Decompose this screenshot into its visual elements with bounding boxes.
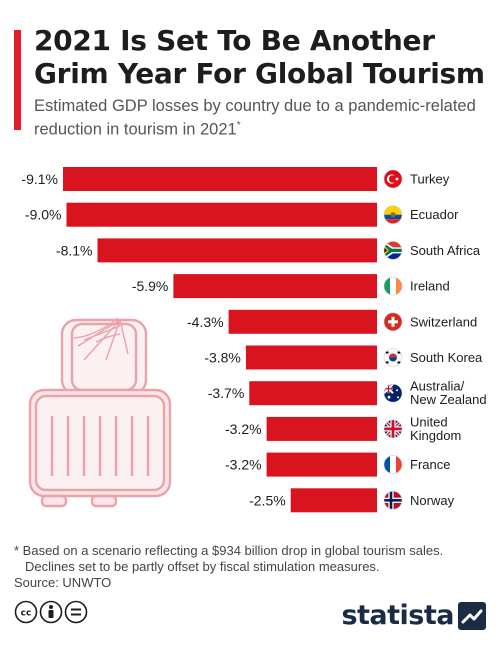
cc-icon: cc — [14, 600, 38, 624]
footnote: * Based on a scenario reflecting a $934 … — [14, 543, 494, 575]
category-label-7-line-0: United — [410, 414, 448, 429]
flag-south-korea-icon — [383, 348, 403, 367]
category-label-5-line-0: South Korea — [410, 350, 483, 365]
data-label-7: -3.2% — [225, 421, 262, 437]
suitcase-with-cobweb-icon — [28, 317, 172, 508]
bar-9 — [290, 488, 377, 513]
category-label-8: France — [410, 457, 450, 472]
license-icons[interactable]: cc — [14, 600, 88, 624]
nd-icon — [64, 600, 88, 624]
bar-chart: -9.1% Turkey -9.0% Ecuador -8.1% South Africa… — [21, 167, 487, 513]
category-label-0-line-0: Turkey — [410, 172, 450, 187]
bar-1 — [66, 202, 377, 227]
source-note: Source: UNWTO — [14, 575, 112, 590]
data-label-3: -5.9% — [132, 278, 169, 294]
bar-3 — [173, 274, 377, 299]
flag-turkey-icon — [383, 169, 403, 189]
category-label-4-line-0: Switzerland — [410, 314, 477, 329]
flag-south-africa-icon — [383, 241, 403, 260]
subtitle-text: Estimated GDP losses by country due to a… — [34, 97, 476, 139]
title-accent-bar — [14, 30, 21, 130]
page-title: 2021 Is Set To Be Another Grim Year For … — [34, 24, 485, 90]
bar-8 — [266, 452, 377, 477]
category-label-0: Turkey — [410, 172, 450, 187]
category-label-2: South Africa — [410, 243, 481, 258]
page-subtitle: Estimated GDP losses by country due to a… — [34, 96, 489, 140]
category-label-7-line-1: Kingdom — [410, 428, 461, 443]
category-label-8-line-0: France — [410, 457, 450, 472]
category-label-3: Ireland — [410, 279, 450, 294]
category-label-6-line-1: New Zealand — [410, 392, 487, 407]
data-label-1: -9.0% — [25, 207, 62, 223]
data-label-9: -2.5% — [249, 492, 286, 508]
bar-4 — [228, 309, 377, 334]
data-label-0: -9.1% — [21, 171, 58, 187]
flag-norway-icon — [383, 490, 403, 510]
statista-logo-icon — [458, 601, 486, 630]
data-label-5: -3.8% — [204, 350, 241, 366]
category-label-9-line-0: Norway — [410, 493, 455, 508]
category-label-6: Australia/New Zealand — [410, 379, 487, 408]
flag-switzerland-icon — [383, 312, 403, 332]
by-icon — [39, 600, 63, 624]
flag-ecuador-icon — [383, 205, 403, 224]
category-label-4: Switzerland — [410, 314, 477, 329]
flag-australia-icon — [383, 383, 403, 403]
category-label-5: South Korea — [410, 350, 483, 365]
category-label-1-line-0: Ecuador — [410, 207, 459, 222]
data-label-6: -3.7% — [208, 385, 245, 401]
subtitle-footnote-mark: * — [236, 120, 241, 131]
category-label-9: Norway — [410, 493, 455, 508]
flag-ireland-icon — [383, 276, 403, 296]
statista-logo[interactable]: statista — [341, 600, 486, 631]
data-label-8: -3.2% — [225, 457, 262, 473]
category-label-6-line-0: Australia/ — [410, 379, 465, 394]
footnote-line-1: * Based on a scenario reflecting a $934 … — [14, 543, 444, 558]
data-label-2: -8.1% — [56, 242, 93, 258]
flag-uk-icon — [383, 419, 403, 439]
category-label-7: United Kingdom — [410, 414, 461, 443]
bar-5 — [245, 345, 377, 370]
category-label-2-line-0: South Africa — [410, 243, 481, 258]
svg-text:cc: cc — [21, 609, 32, 619]
data-label-4: -4.3% — [187, 314, 224, 330]
bar-7 — [266, 416, 377, 441]
category-label-3-line-0: Ireland — [410, 279, 450, 294]
bar-2 — [97, 238, 377, 263]
category-label-1: Ecuador — [410, 207, 459, 222]
flag-france-icon — [383, 455, 403, 474]
bar-0 — [63, 167, 377, 191]
footnote-line-2: Declines set to be partly offset by fisc… — [25, 559, 380, 574]
bars-layer: -9.1% Turkey -9.0% Ecuador -8.1% South Africa… — [21, 167, 487, 513]
bar-6 — [249, 381, 377, 406]
statista-wordmark: statista — [341, 600, 454, 631]
